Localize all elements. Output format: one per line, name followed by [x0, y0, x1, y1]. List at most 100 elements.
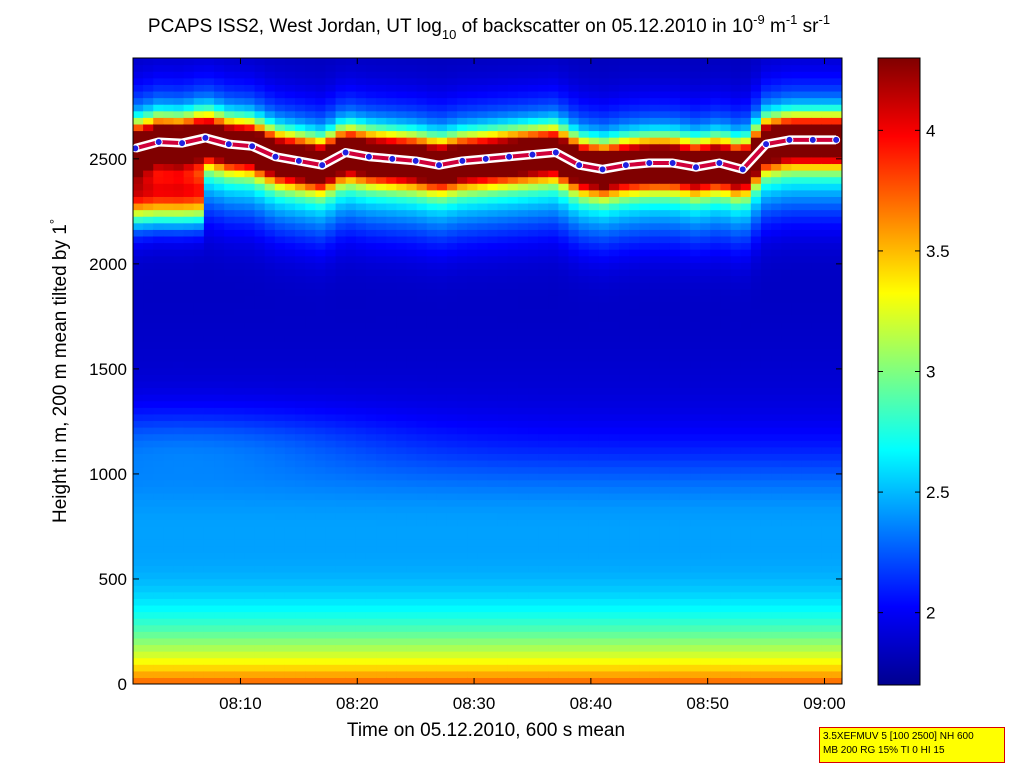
heatmap-cell	[345, 163, 357, 171]
heatmap-cell	[457, 387, 468, 395]
heatmap-cell	[426, 387, 438, 395]
heatmap-cell	[295, 453, 306, 461]
heatmap-cell	[426, 314, 438, 323]
heatmap-cell	[436, 249, 448, 257]
heatmap-cell	[528, 341, 539, 349]
heatmap-cell	[406, 176, 418, 184]
heatmap-cell	[588, 539, 600, 547]
heatmap-cell	[315, 235, 327, 244]
heatmap-cell	[234, 123, 246, 132]
heatmap-cell	[295, 394, 306, 402]
heatmap-cell	[244, 347, 256, 356]
heatmap-cell	[163, 492, 175, 501]
heatmap-cell	[598, 486, 610, 494]
heatmap-cell	[639, 539, 651, 547]
heatmap-cell	[609, 58, 620, 66]
heatmap-cell	[528, 407, 539, 415]
heatmap-cell	[548, 506, 559, 514]
heatmap-cell	[335, 104, 347, 112]
heatmap-cell	[598, 565, 610, 573]
heatmap-cell	[609, 130, 620, 138]
heatmap-cell	[426, 196, 438, 204]
heatmap-cell	[548, 677, 559, 684]
heatmap-cell	[457, 644, 468, 652]
heatmap-cell	[305, 578, 316, 586]
heatmap-cell	[426, 308, 438, 316]
heatmap-cell	[274, 282, 286, 290]
heatmap-cell	[203, 58, 215, 66]
heatmap-cell	[143, 90, 154, 99]
heatmap-cell	[295, 58, 306, 66]
heatmap-cell	[203, 130, 215, 138]
heatmap-cell	[315, 97, 327, 105]
heatmap-cell	[143, 604, 154, 613]
heatmap-cell	[264, 71, 276, 79]
heatmap-cell	[609, 255, 620, 263]
heatmap-cell	[153, 479, 164, 487]
heatmap-cell	[619, 499, 630, 507]
heatmap-cell	[588, 137, 600, 145]
heatmap-cell	[446, 341, 458, 349]
heatmap-cell	[619, 202, 630, 211]
heatmap-cell	[173, 110, 185, 118]
heatmap-cell	[629, 466, 641, 474]
heatmap-cell	[548, 637, 559, 646]
heatmap-cell	[335, 677, 347, 684]
heatmap-cell	[345, 394, 357, 402]
heatmap-cell	[457, 90, 468, 99]
heatmap-cell	[376, 512, 387, 520]
heatmap-cell	[325, 637, 337, 646]
heatmap-cell	[416, 525, 428, 534]
heatmap-cell	[436, 176, 448, 184]
heatmap-cell	[578, 235, 590, 244]
heatmap-cell	[305, 624, 316, 632]
heatmap-cell	[548, 341, 559, 349]
heatmap-cell	[578, 499, 590, 507]
heatmap-cell	[153, 229, 164, 237]
heatmap-cell	[416, 677, 428, 684]
heatmap-cell	[406, 202, 418, 211]
heatmap-cell	[224, 58, 235, 66]
heatmap-cell	[345, 644, 357, 652]
heatmap-cell	[578, 275, 590, 283]
heatmap-cell	[295, 301, 306, 309]
heatmap-cell	[507, 644, 519, 652]
heatmap-cell	[264, 677, 276, 684]
heatmap-cell	[538, 545, 549, 553]
heatmap-cell	[436, 314, 448, 323]
heatmap-cell	[133, 651, 144, 659]
heatmap-cell	[315, 506, 327, 514]
heatmap-cell	[457, 123, 468, 132]
heatmap-cell	[457, 604, 468, 613]
heatmap-cell	[224, 558, 235, 566]
heatmap-cell	[497, 229, 509, 237]
heatmap-cell	[163, 506, 175, 514]
heatmap-cell	[639, 275, 651, 283]
heatmap-cell	[629, 242, 641, 250]
heatmap-cell	[214, 420, 225, 428]
heatmap-cell	[517, 90, 529, 99]
heatmap-cell	[193, 499, 205, 507]
heatmap-cell	[295, 143, 306, 151]
heatmap-cell	[396, 334, 408, 342]
heatmap-cell	[659, 558, 671, 566]
heatmap-cell	[133, 308, 144, 316]
heatmap-cell	[355, 341, 367, 349]
heatmap-cell	[406, 150, 418, 158]
heatmap-cell	[355, 624, 367, 632]
heatmap-cell	[609, 664, 620, 672]
heatmap-cell	[538, 84, 549, 92]
heatmap-cell	[305, 295, 316, 303]
heatmap-cell	[214, 334, 225, 342]
heatmap-cell	[183, 545, 195, 553]
heatmap-cell	[274, 295, 286, 303]
heatmap-cell	[568, 235, 580, 244]
heatmap-cell	[335, 591, 347, 599]
heatmap-cell	[335, 367, 347, 375]
heatmap-cell	[264, 367, 276, 375]
heatmap-cell	[274, 565, 286, 573]
heatmap-cell	[224, 539, 235, 547]
heatmap-cell	[598, 664, 610, 672]
heatmap-cell	[203, 275, 215, 283]
heatmap-cell	[446, 552, 458, 560]
